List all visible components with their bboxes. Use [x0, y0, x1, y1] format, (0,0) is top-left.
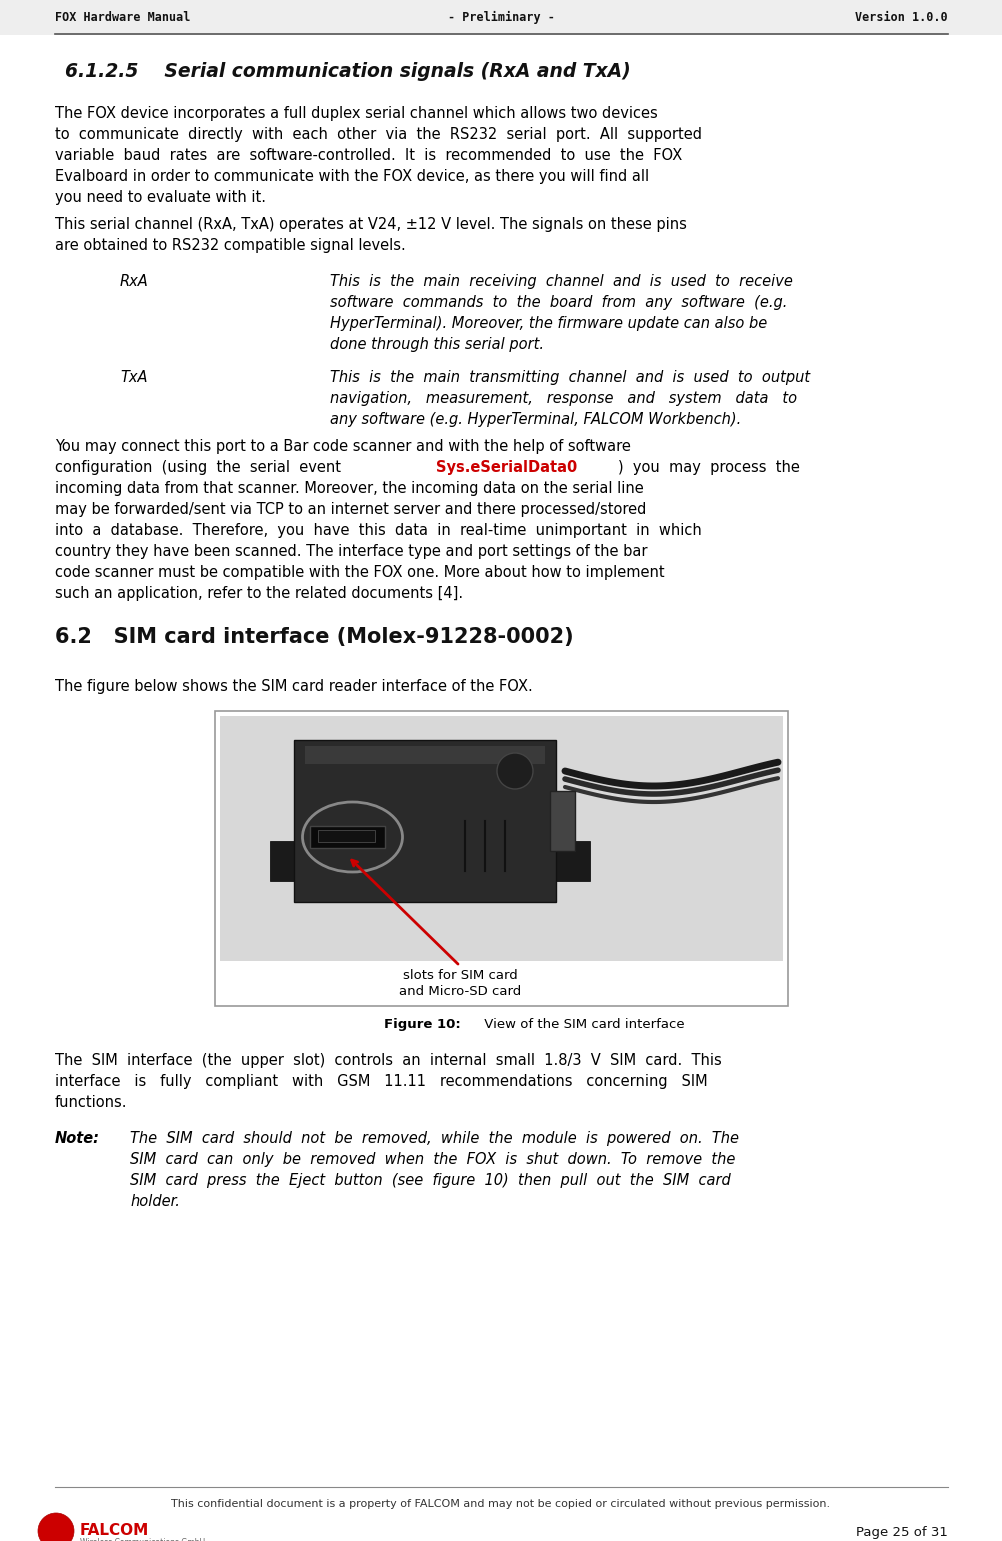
Text: you need to evaluate with it.: you need to evaluate with it.	[55, 190, 266, 205]
Text: such an application, refer to the related documents [4].: such an application, refer to the relate…	[55, 586, 463, 601]
Bar	[270, 841, 589, 881]
Text: The  SIM  interface  (the  upper  slot)  controls  an  internal  small  1.8/3  V: The SIM interface (the upper slot) contr…	[55, 1053, 721, 1068]
Text: Sys.eSerialData0: Sys.eSerialData0	[436, 461, 576, 475]
Text: This  is  the  main  receiving  channel  and  is  used  to  receive: This is the main receiving channel and i…	[330, 274, 793, 290]
Bar	[214, 710, 788, 1006]
Bar	[0, 0, 1002, 35]
Text: Evalboard in order to communicate with the FOX device, as there you will find al: Evalboard in order to communicate with t…	[55, 170, 648, 183]
Bar	[549, 791, 574, 851]
Bar	[305, 746, 544, 764]
Text: any software (e.g. HyperTerminal, FALCOM Workbench).: any software (e.g. HyperTerminal, FALCOM…	[330, 411, 740, 427]
Text: are obtained to RS232 compatible signal levels.: are obtained to RS232 compatible signal …	[55, 237, 406, 253]
Text: 6.2   SIM card interface (Molex-91228-0002): 6.2 SIM card interface (Molex-91228-0002…	[55, 627, 573, 647]
Text: configuration  (using  the  serial  event: configuration (using the serial event	[55, 461, 350, 475]
Text: incoming data from that scanner. Moreover, the incoming data on the serial line: incoming data from that scanner. Moreove…	[55, 481, 643, 496]
Text: SIM  card  press  the  Eject  button  (see  figure  10)  then  pull  out  the  S: SIM card press the Eject button (see fig…	[130, 1173, 730, 1188]
Text: country they have been scanned. The interface type and port settings of the bar: country they have been scanned. The inte…	[55, 544, 647, 559]
Text: navigation,   measurement,   response   and   system   data   to: navigation, measurement, response and sy…	[330, 391, 797, 405]
Text: holder.: holder.	[130, 1194, 179, 1210]
Text: and Micro-SD card: and Micro-SD card	[399, 985, 521, 999]
Text: SIM  card  can  only  be  removed  when  the  FOX  is  shut  down.  To  remove  : SIM card can only be removed when the FO…	[130, 1153, 734, 1167]
Text: into  a  database.  Therefore,  you  have  this  data  in  real-time  unimportan: into a database. Therefore, you have thi…	[55, 522, 701, 538]
Text: FOX Hardware Manual: FOX Hardware Manual	[55, 11, 190, 23]
Text: interface   is   fully   compliant   with   GSM   11.11   recommendations   conc: interface is fully compliant with GSM 11…	[55, 1074, 707, 1089]
Text: 6.1.2.5    Serial communication signals (RxA and TxA): 6.1.2.5 Serial communication signals (Rx…	[65, 62, 630, 82]
Bar	[318, 831, 375, 841]
Text: to  communicate  directly  with  each  other  via  the  RS232  serial  port.  Al: to communicate directly with each other …	[55, 126, 701, 142]
Text: The figure below shows the SIM card reader interface of the FOX.: The figure below shows the SIM card read…	[55, 680, 532, 693]
Bar	[310, 826, 385, 848]
Text: HyperTerminal). Moreover, the firmware update can also be: HyperTerminal). Moreover, the firmware u…	[330, 316, 767, 331]
Text: done through this serial port.: done through this serial port.	[330, 337, 543, 351]
Text: Note:: Note:	[55, 1131, 100, 1147]
Text: Page 25 of 31: Page 25 of 31	[856, 1526, 947, 1539]
Text: slots for SIM card: slots for SIM card	[402, 969, 517, 982]
Text: Version 1.0.0: Version 1.0.0	[855, 11, 947, 23]
Text: The FOX device incorporates a full duplex serial channel which allows two device: The FOX device incorporates a full duple…	[55, 106, 657, 122]
Text: F: F	[50, 1523, 62, 1539]
Circle shape	[497, 754, 532, 789]
Text: This confidential document is a property of FALCOM and may not be copied or circ: This confidential document is a property…	[171, 1499, 830, 1509]
Text: code scanner must be compatible with the FOX one. More about how to implement: code scanner must be compatible with the…	[55, 566, 664, 579]
Text: You may connect this port to a Bar code scanner and with the help of software: You may connect this port to a Bar code …	[55, 439, 630, 455]
Text: Figure 10:: Figure 10:	[384, 1019, 461, 1031]
Text: may be forwarded/sent via TCP to an internet server and there processed/stored: may be forwarded/sent via TCP to an inte…	[55, 502, 645, 516]
Text: functions.: functions.	[55, 1096, 127, 1110]
Text: The  SIM  card  should  not  be  removed,  while  the  module  is  powered  on. : The SIM card should not be removed, whil…	[130, 1131, 738, 1147]
Text: FALCOM: FALCOM	[80, 1523, 149, 1538]
Text: software  commands  to  the  board  from  any  software  (e.g.: software commands to the board from any …	[330, 294, 787, 310]
Bar	[219, 717, 783, 962]
Text: This serial channel (RxA, TxA) operates at V24, ±12 V level. The signals on thes: This serial channel (RxA, TxA) operates …	[55, 217, 686, 233]
Text: - Preliminary -: - Preliminary -	[447, 11, 554, 23]
Circle shape	[38, 1513, 74, 1541]
Text: This  is  the  main  transmitting  channel  and  is  used  to  output: This is the main transmitting channel an…	[330, 370, 810, 385]
FancyBboxPatch shape	[294, 740, 555, 901]
Text: )  you  may  process  the: ) you may process the	[617, 461, 800, 475]
Text: TxA: TxA	[120, 370, 147, 385]
Text: variable  baud  rates  are  software-controlled.  It  is  recommended  to  use  : variable baud rates are software-control…	[55, 148, 681, 163]
Text: View of the SIM card interface: View of the SIM card interface	[463, 1019, 684, 1031]
Text: Wireless Communications GmbH: Wireless Communications GmbH	[80, 1538, 205, 1541]
Text: RxA: RxA	[120, 274, 148, 290]
